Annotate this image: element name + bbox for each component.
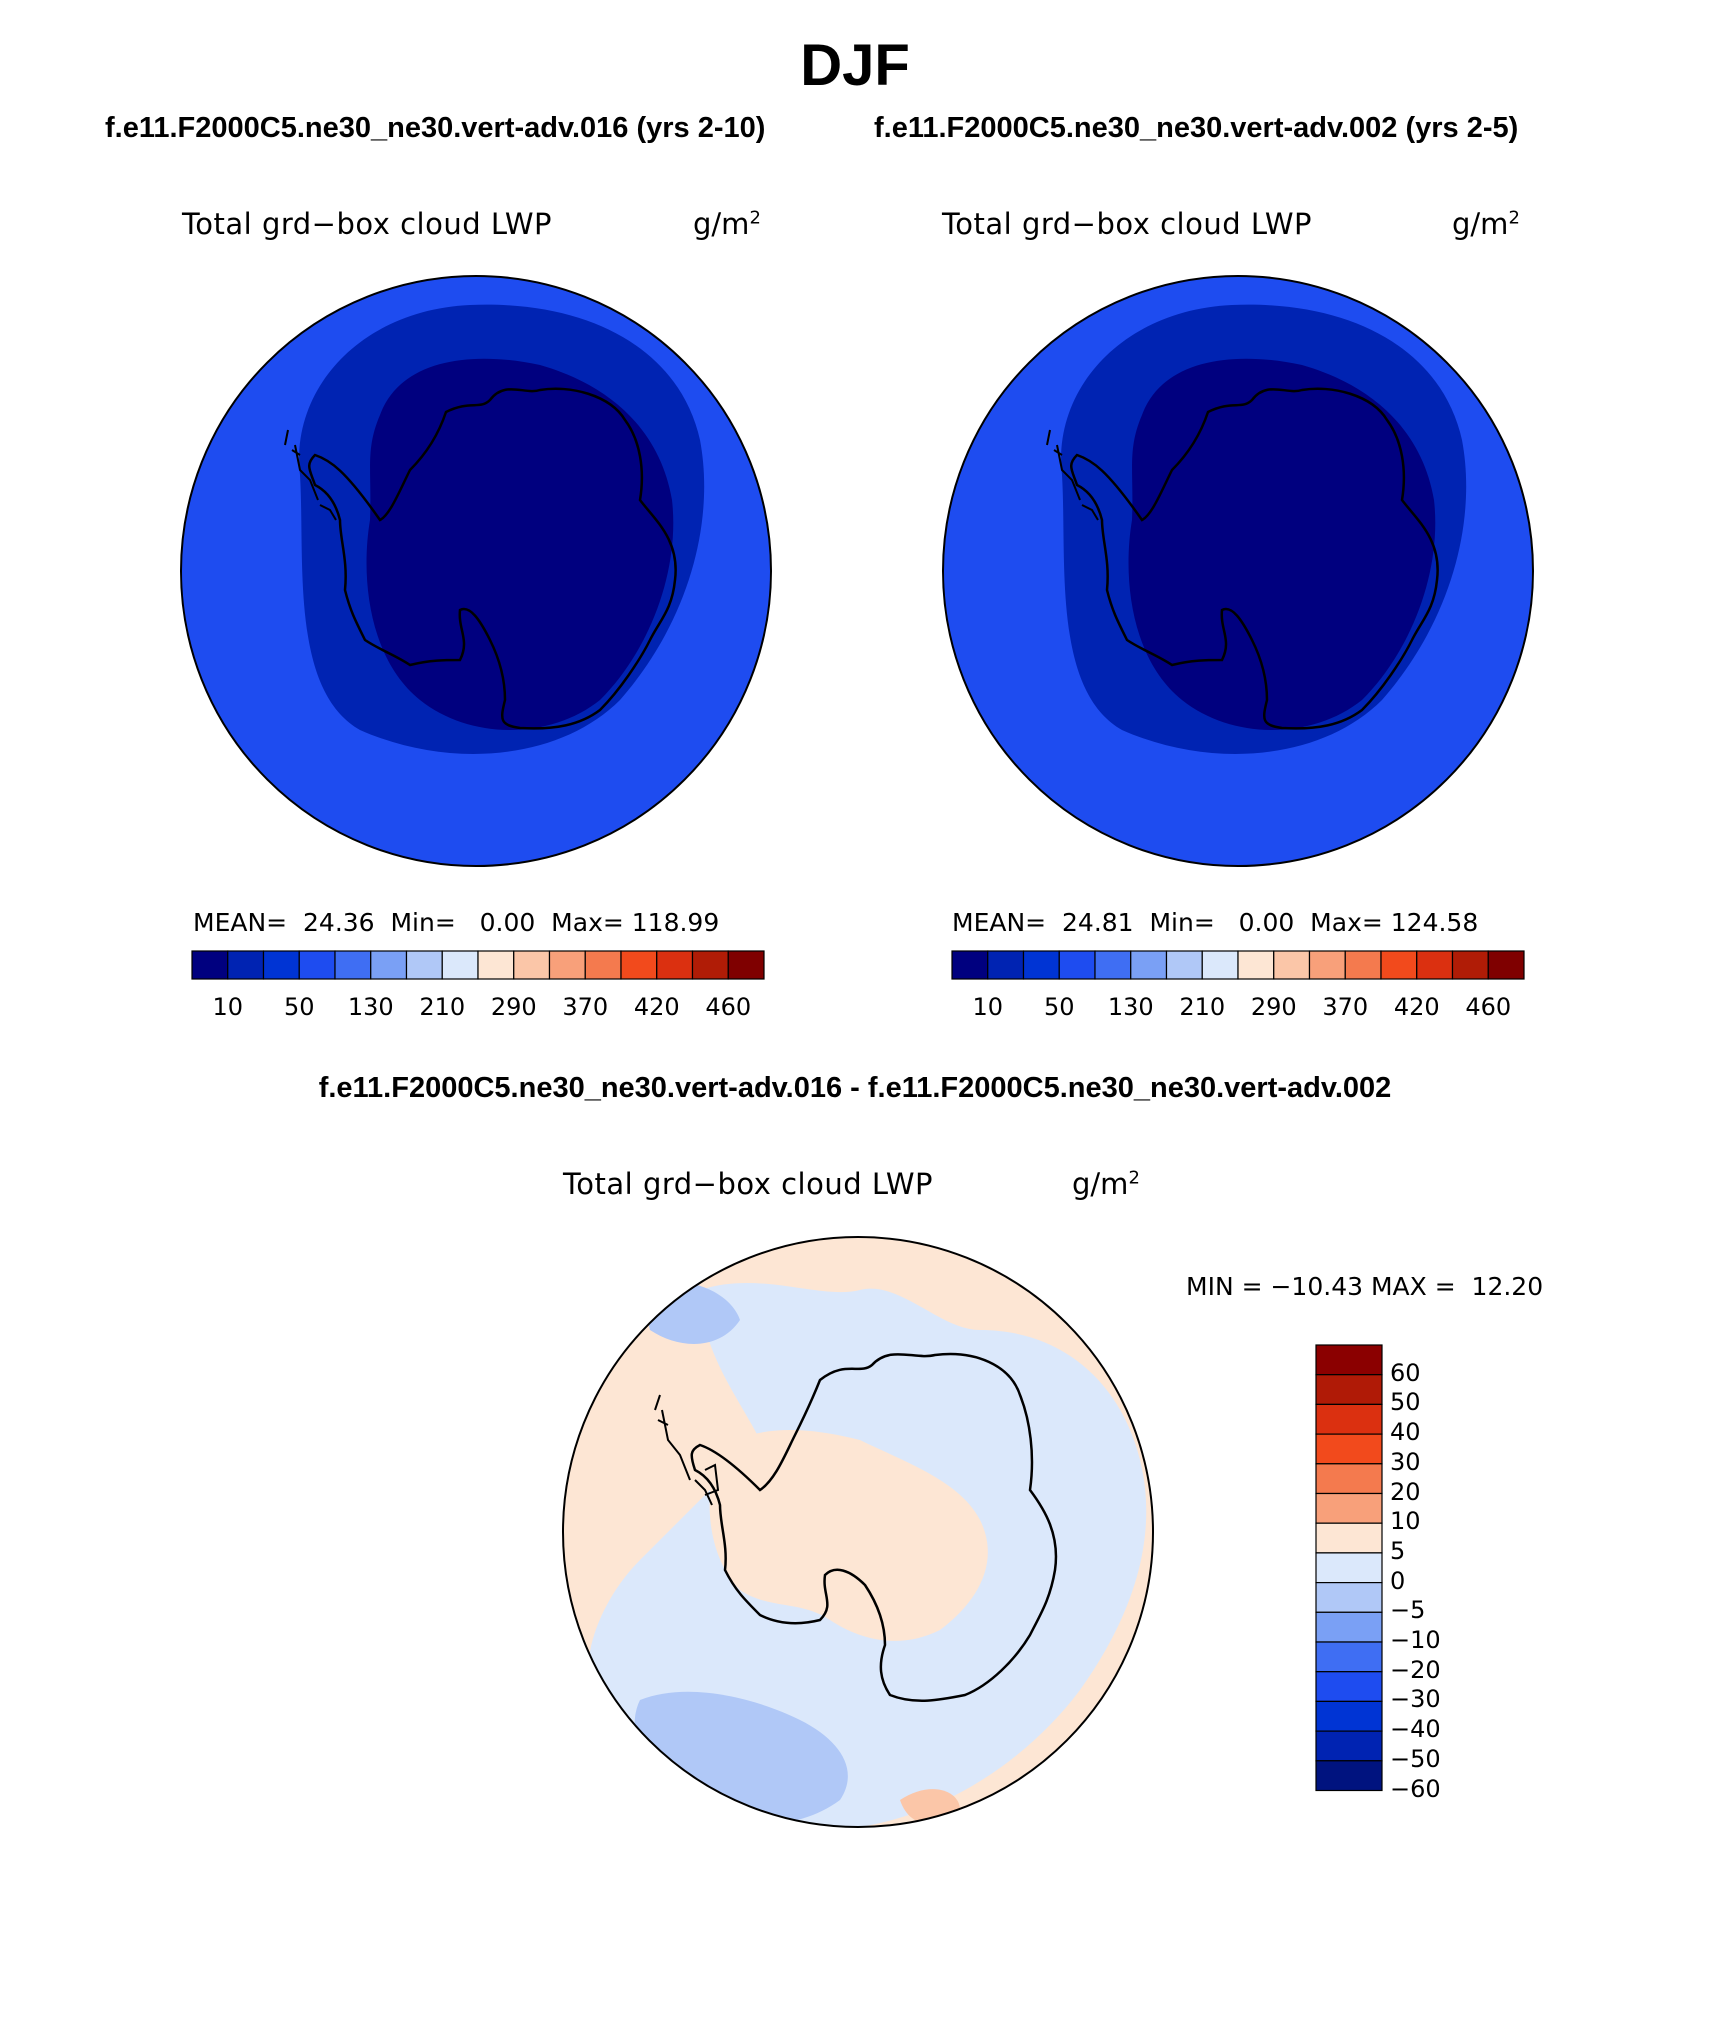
colorbar-swatch	[405, 950, 443, 980]
colorbar-swatch	[1315, 1433, 1383, 1465]
colorbar-swatch	[1308, 950, 1346, 980]
colorbar-swatch	[441, 950, 479, 980]
colorbar-swatch	[1380, 950, 1418, 980]
colorbar-tick-label: 130	[1107, 993, 1154, 1021]
right-colorbar	[951, 950, 1525, 980]
colorbar-tick-label: 130	[347, 993, 394, 1021]
right-stats: MEAN= 24.81 Min= 0.00 Max= 124.58	[952, 908, 1479, 937]
right-case-title: f.e11.F2000C5.ne30_ne30.vert-adv.002 (yr…	[874, 112, 1519, 144]
colorbar-swatch	[1315, 1403, 1383, 1435]
colorbar-swatch	[191, 950, 229, 980]
colorbar-tick-label: 40	[1390, 1418, 1421, 1447]
left-polar-map	[181, 276, 771, 866]
colorbar-tick-label: 50	[1390, 1388, 1421, 1417]
colorbar-tick-label: 20	[1390, 1477, 1421, 1506]
colorbar-swatch	[1022, 950, 1060, 980]
colorbar-swatch	[1315, 1671, 1383, 1702]
colorbar-tick-label: 290	[1250, 993, 1297, 1021]
colorbar-swatch	[548, 950, 586, 980]
main-title: DJF	[800, 33, 910, 98]
colorbar-swatch	[656, 950, 694, 980]
colorbar-swatch	[1315, 1552, 1383, 1584]
colorbar-swatch	[1315, 1374, 1383, 1405]
diff-minmax: MIN = −10.43 MAX = 12.20	[1186, 1272, 1544, 1301]
colorbar-swatch	[951, 950, 989, 980]
left-case-title: f.e11.F2000C5.ne30_ne30.vert-adv.016 (yr…	[105, 112, 766, 144]
colorbar-tick-label: 5	[1390, 1536, 1406, 1565]
colorbar-tick-label: 420	[1393, 993, 1440, 1021]
colorbar-swatch	[1315, 1581, 1383, 1613]
left-stats: MEAN= 24.36 Min= 0.00 Max= 118.99	[193, 908, 720, 937]
colorbar-swatch	[620, 950, 658, 980]
colorbar-tick-label: −60	[1390, 1774, 1441, 1803]
right-variable-title: Total grd−box cloud LWP	[942, 207, 1313, 241]
colorbar-swatch	[1315, 1760, 1383, 1792]
diff-variable-title: Total grd−box cloud LWP	[563, 1167, 934, 1201]
colorbar-tick-label: 420	[633, 993, 680, 1021]
colorbar-swatch	[1487, 950, 1525, 980]
colorbar-tick-label: 210	[419, 993, 466, 1021]
colorbar-swatch	[227, 950, 265, 980]
colorbar-swatch	[1315, 1700, 1383, 1732]
colorbar-swatch	[1130, 950, 1168, 980]
colorbar-tick-label: 210	[1179, 993, 1226, 1021]
colorbar-tick-label: 290	[490, 993, 537, 1021]
difference-title: f.e11.F2000C5.ne30_ne30.vert-adv.016 - f…	[318, 1072, 1392, 1104]
colorbar-swatch	[1315, 1492, 1383, 1524]
left-units: g/m2	[693, 207, 761, 241]
colorbar-swatch	[1201, 950, 1239, 980]
colorbar-swatch	[1344, 950, 1382, 980]
left-variable-title: Total grd−box cloud LWP	[182, 207, 553, 241]
colorbar-tick-label: 60	[1390, 1358, 1421, 1387]
colorbar-tick-label: 460	[1465, 993, 1512, 1021]
colorbar-swatch	[513, 950, 551, 980]
colorbar-swatch	[691, 950, 729, 980]
left-colorbar	[191, 950, 765, 980]
diff-units: g/m2	[1072, 1167, 1140, 1201]
colorbar-tick-label: −50	[1390, 1744, 1441, 1773]
colorbar-swatch	[1165, 950, 1203, 980]
colorbar-tick-label: 10	[1390, 1507, 1421, 1536]
difference-colorbar	[1315, 1344, 1383, 1792]
colorbar-tick-label: 50	[283, 993, 315, 1021]
colorbar-swatch	[1416, 950, 1454, 980]
colorbar-swatch	[370, 950, 408, 980]
colorbar-swatch	[477, 950, 515, 980]
colorbar-swatch	[727, 950, 765, 980]
colorbar-tick-label: 370	[1322, 993, 1369, 1021]
colorbar-swatch	[1315, 1730, 1383, 1762]
colorbar-swatch	[1315, 1463, 1383, 1495]
colorbar-swatch	[987, 950, 1025, 980]
colorbar-swatch	[584, 950, 622, 980]
colorbar-swatch	[1451, 950, 1489, 980]
right-units: g/m2	[1452, 207, 1520, 241]
colorbar-swatch	[1315, 1641, 1383, 1673]
colorbar-tick-label: 460	[705, 993, 752, 1021]
colorbar-tick-label: −10	[1390, 1626, 1441, 1654]
right-polar-map	[943, 276, 1533, 866]
colorbar-tick-label: −30	[1390, 1685, 1441, 1714]
colorbar-tick-label: 370	[562, 993, 609, 1021]
colorbar-tick-label: 10	[972, 993, 1004, 1021]
colorbar-tick-label: 30	[1390, 1447, 1421, 1476]
colorbar-swatch	[262, 950, 300, 980]
colorbar-swatch	[1094, 950, 1132, 980]
colorbar-swatch	[1315, 1344, 1383, 1376]
colorbar-tick-label: 10	[212, 993, 244, 1021]
colorbar-swatch	[1058, 950, 1096, 980]
colorbar-tick-label: 50	[1043, 993, 1075, 1021]
colorbar-swatch	[1237, 950, 1275, 980]
colorbar-swatch	[1315, 1611, 1383, 1643]
difference-polar-map	[563, 1237, 1153, 1827]
colorbar-swatch	[334, 950, 372, 980]
colorbar-swatch	[298, 950, 336, 980]
colorbar-tick-label: −20	[1390, 1655, 1441, 1684]
colorbar-swatch	[1315, 1522, 1383, 1554]
colorbar-tick-label: 0	[1390, 1566, 1406, 1595]
colorbar-tick-label: −40	[1390, 1715, 1441, 1744]
colorbar-swatch	[1273, 950, 1311, 980]
colorbar-tick-label: −5	[1390, 1596, 1426, 1625]
